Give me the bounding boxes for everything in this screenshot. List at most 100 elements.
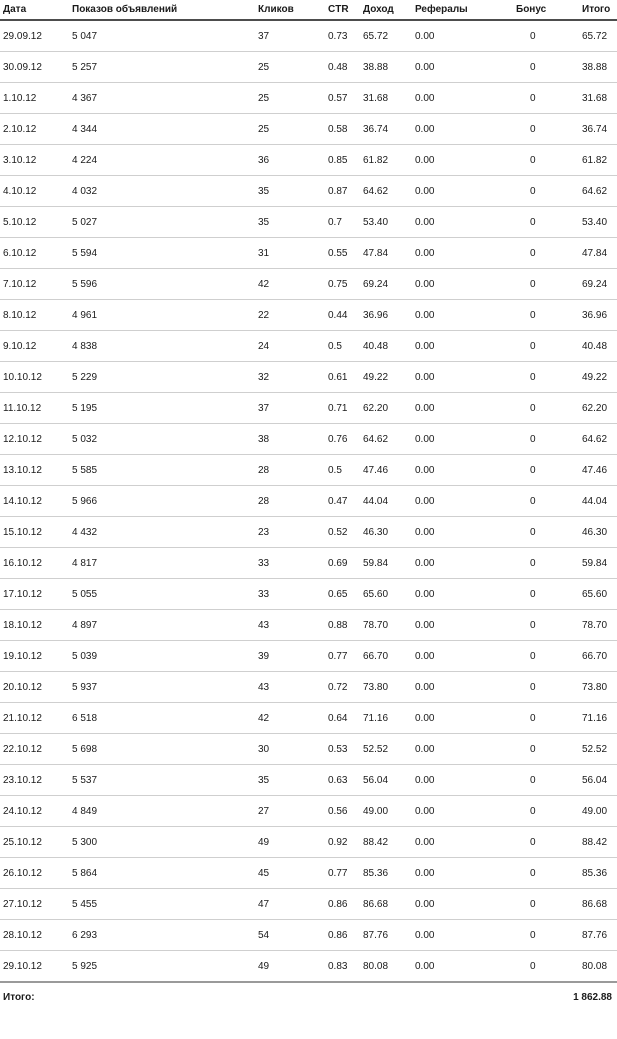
cell-total: 66.70 [579,640,617,672]
cell-ctr: 0.77 [325,640,360,672]
table-header-row: Дата Показов объявлений Кликов CTR Доход Рефе… [0,0,617,21]
table-row: 29.10.12 5 925 49 0.83 80.08 0.00 0 80.08 [0,950,617,983]
cell-impressions: 4 432 [69,516,255,548]
cell-referrals: 0.00 [412,51,513,83]
table-row: 13.10.12 5 585 28 0.5 47.46 0.00 0 47.46 [0,454,617,486]
cell-income: 64.62 [360,423,412,455]
cell-ctr: 0.87 [325,175,360,207]
cell-referrals: 0.00 [412,919,513,951]
cell-date: 27.10.12 [0,888,69,920]
table-body: 29.09.12 5 047 37 0.73 65.72 0.00 0 65.72 30.09.… [0,20,617,983]
cell-clicks: 24 [255,330,325,362]
cell-total: 52.52 [579,733,617,765]
cell-impressions: 5 698 [69,733,255,765]
column-header-clicks: Кликов [255,0,325,21]
cell-date: 30.09.12 [0,51,69,83]
cell-bonus: 0 [513,20,579,52]
cell-impressions: 5 032 [69,423,255,455]
cell-impressions: 5 229 [69,361,255,393]
cell-impressions: 5 966 [69,485,255,517]
table-row: 17.10.12 5 055 33 0.65 65.60 0.00 0 65.60 [0,578,617,610]
cell-bonus: 0 [513,206,579,238]
cell-referrals: 0.00 [412,361,513,393]
cell-referrals: 0.00 [412,578,513,610]
cell-date: 14.10.12 [0,485,69,517]
column-header-income: Доход [360,0,412,21]
cell-referrals: 0.00 [412,795,513,827]
cell-bonus: 0 [513,795,579,827]
cell-income: 40.48 [360,330,412,362]
cell-date: 12.10.12 [0,423,69,455]
cell-bonus: 0 [513,547,579,579]
cell-date: 5.10.12 [0,206,69,238]
cell-date: 22.10.12 [0,733,69,765]
cell-total: 49.00 [579,795,617,827]
cell-income: 52.52 [360,733,412,765]
cell-ctr: 0.57 [325,82,360,114]
cell-total: 64.62 [579,175,617,207]
cell-total: 64.62 [579,423,617,455]
cell-income: 59.84 [360,547,412,579]
table-row: 26.10.12 5 864 45 0.77 85.36 0.00 0 85.36 [0,857,617,889]
cell-referrals: 0.00 [412,671,513,703]
cell-impressions: 5 047 [69,20,255,52]
cell-ctr: 0.5 [325,330,360,362]
cell-date: 28.10.12 [0,919,69,951]
cell-clicks: 27 [255,795,325,827]
cell-ctr: 0.69 [325,547,360,579]
table-row: 8.10.12 4 961 22 0.44 36.96 0.00 0 36.96 [0,299,617,331]
cell-referrals: 0.00 [412,516,513,548]
cell-bonus: 0 [513,330,579,362]
cell-date: 24.10.12 [0,795,69,827]
cell-ctr: 0.53 [325,733,360,765]
cell-bonus: 0 [513,609,579,641]
cell-bonus: 0 [513,361,579,393]
cell-date: 23.10.12 [0,764,69,796]
table-row: 15.10.12 4 432 23 0.52 46.30 0.00 0 46.30 [0,516,617,548]
table-row: 6.10.12 5 594 31 0.55 47.84 0.00 0 47.84 [0,237,617,269]
column-header-impressions: Показов объявлений [69,0,255,21]
cell-bonus: 0 [513,175,579,207]
table-row: 2.10.12 4 344 25 0.58 36.74 0.00 0 36.74 [0,113,617,145]
cell-clicks: 43 [255,609,325,641]
cell-clicks: 25 [255,82,325,114]
cell-impressions: 4 838 [69,330,255,362]
cell-total: 69.24 [579,268,617,300]
cell-bonus: 0 [513,578,579,610]
column-header-referrals: Рефералы [412,0,513,21]
cell-income: 47.46 [360,454,412,486]
cell-bonus: 0 [513,764,579,796]
cell-clicks: 37 [255,392,325,424]
cell-bonus: 0 [513,237,579,269]
cell-ctr: 0.83 [325,950,360,983]
cell-clicks: 31 [255,237,325,269]
cell-referrals: 0.00 [412,454,513,486]
cell-income: 88.42 [360,826,412,858]
cell-date: 29.10.12 [0,950,69,983]
cell-income: 71.16 [360,702,412,734]
table-row: 30.09.12 5 257 25 0.48 38.88 0.00 0 38.88 [0,51,617,83]
cell-clicks: 25 [255,113,325,145]
cell-ctr: 0.47 [325,485,360,517]
cell-bonus: 0 [513,392,579,424]
cell-clicks: 49 [255,826,325,858]
cell-bonus: 0 [513,857,579,889]
cell-referrals: 0.00 [412,702,513,734]
cell-ctr: 0.92 [325,826,360,858]
cell-income: 47.84 [360,237,412,269]
cell-referrals: 0.00 [412,20,513,52]
column-header-date: Дата [0,0,69,21]
cell-date: 25.10.12 [0,826,69,858]
cell-income: 65.72 [360,20,412,52]
cell-bonus: 0 [513,82,579,114]
table-row: 9.10.12 4 838 24 0.5 40.48 0.00 0 40.48 [0,330,617,362]
cell-income: 80.08 [360,950,412,983]
cell-income: 65.60 [360,578,412,610]
table-footer-row: Итого: 1 862.88 [0,982,617,1012]
cell-bonus: 0 [513,51,579,83]
cell-impressions: 5 594 [69,237,255,269]
cell-impressions: 4 367 [69,82,255,114]
cell-impressions: 5 585 [69,454,255,486]
cell-total: 46.30 [579,516,617,548]
column-header-ctr: CTR [325,0,360,21]
